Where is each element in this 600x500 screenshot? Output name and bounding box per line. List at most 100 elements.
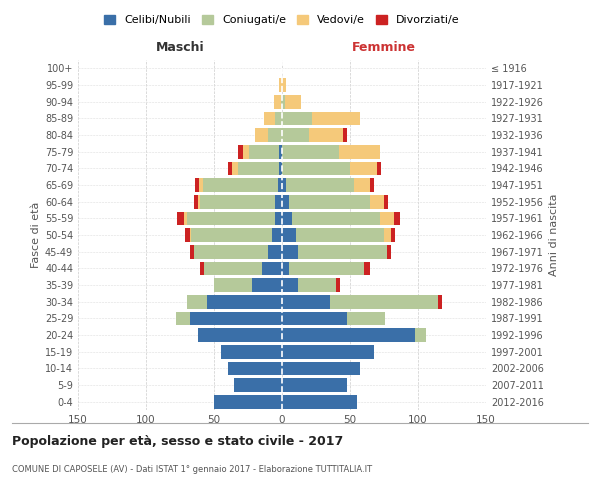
- Bar: [282, 295, 329, 308]
- Bar: [232, 162, 238, 175]
- Bar: [184, 212, 187, 225]
- Bar: [347, 312, 385, 325]
- Bar: [364, 262, 370, 275]
- Bar: [282, 128, 309, 142]
- Bar: [194, 245, 268, 258]
- Bar: [197, 195, 200, 208]
- Bar: [282, 212, 292, 225]
- Bar: [415, 328, 426, 342]
- Legend: Celibi/Nubili, Coniugati/e, Vedovi/e, Divorziati/e: Celibi/Nubili, Coniugati/e, Vedovi/e, Di…: [100, 10, 464, 30]
- Bar: [370, 178, 374, 192]
- Bar: [190, 312, 282, 325]
- Bar: [279, 145, 282, 158]
- Bar: [214, 278, 252, 292]
- Bar: [242, 145, 250, 158]
- Bar: [282, 178, 286, 192]
- Bar: [250, 145, 279, 158]
- Y-axis label: Fasce di età: Fasce di età: [31, 202, 41, 268]
- Bar: [282, 228, 296, 242]
- Bar: [282, 278, 298, 292]
- Bar: [197, 328, 282, 342]
- Bar: [309, 128, 343, 142]
- Bar: [391, 228, 395, 242]
- Bar: [252, 278, 282, 292]
- Bar: [214, 395, 282, 408]
- Bar: [384, 228, 391, 242]
- Bar: [282, 262, 289, 275]
- Text: Popolazione per età, sesso e stato civile - 2017: Popolazione per età, sesso e stato civil…: [12, 435, 343, 448]
- Bar: [337, 278, 340, 292]
- Bar: [278, 178, 282, 192]
- Bar: [312, 112, 359, 125]
- Text: Maschi: Maschi: [155, 41, 205, 54]
- Bar: [195, 178, 199, 192]
- Bar: [221, 345, 282, 358]
- Bar: [298, 245, 387, 258]
- Bar: [238, 162, 279, 175]
- Bar: [191, 228, 272, 242]
- Bar: [268, 245, 282, 258]
- Bar: [380, 212, 394, 225]
- Bar: [282, 395, 357, 408]
- Bar: [282, 78, 286, 92]
- Bar: [207, 295, 282, 308]
- Bar: [282, 378, 347, 392]
- Bar: [262, 262, 282, 275]
- Bar: [279, 162, 282, 175]
- Bar: [200, 262, 205, 275]
- Bar: [203, 178, 278, 192]
- Bar: [265, 112, 275, 125]
- Bar: [176, 312, 190, 325]
- Bar: [387, 245, 391, 258]
- Bar: [282, 245, 298, 258]
- Bar: [187, 212, 275, 225]
- Bar: [282, 112, 312, 125]
- Bar: [279, 78, 282, 92]
- Bar: [275, 195, 282, 208]
- Bar: [343, 128, 347, 142]
- Bar: [286, 178, 354, 192]
- Bar: [200, 195, 275, 208]
- Bar: [235, 378, 282, 392]
- Bar: [282, 362, 359, 375]
- Bar: [177, 212, 184, 225]
- Bar: [255, 128, 268, 142]
- Bar: [384, 195, 388, 208]
- Bar: [282, 328, 415, 342]
- Bar: [275, 112, 282, 125]
- Bar: [282, 345, 374, 358]
- Bar: [370, 195, 384, 208]
- Bar: [281, 95, 282, 108]
- Bar: [187, 295, 207, 308]
- Bar: [238, 145, 242, 158]
- Bar: [329, 295, 439, 308]
- Bar: [282, 312, 347, 325]
- Bar: [205, 262, 262, 275]
- Bar: [275, 212, 282, 225]
- Bar: [274, 95, 281, 108]
- Bar: [185, 228, 190, 242]
- Bar: [292, 212, 380, 225]
- Bar: [282, 145, 339, 158]
- Bar: [354, 178, 370, 192]
- Text: COMUNE DI CAPOSELE (AV) - Dati ISTAT 1° gennaio 2017 - Elaborazione TUTTITALIA.I: COMUNE DI CAPOSELE (AV) - Dati ISTAT 1° …: [12, 465, 372, 474]
- Bar: [377, 162, 381, 175]
- Bar: [282, 195, 289, 208]
- Bar: [350, 162, 377, 175]
- Bar: [227, 362, 282, 375]
- Text: Femmine: Femmine: [352, 41, 416, 54]
- Bar: [285, 95, 301, 108]
- Bar: [194, 195, 197, 208]
- Y-axis label: Anni di nascita: Anni di nascita: [549, 194, 559, 276]
- Bar: [268, 128, 282, 142]
- Bar: [296, 228, 384, 242]
- Bar: [394, 212, 400, 225]
- Bar: [282, 95, 285, 108]
- Bar: [298, 278, 337, 292]
- Bar: [289, 195, 370, 208]
- Bar: [227, 162, 232, 175]
- Bar: [289, 262, 364, 275]
- Bar: [439, 295, 442, 308]
- Bar: [190, 245, 194, 258]
- Bar: [339, 145, 380, 158]
